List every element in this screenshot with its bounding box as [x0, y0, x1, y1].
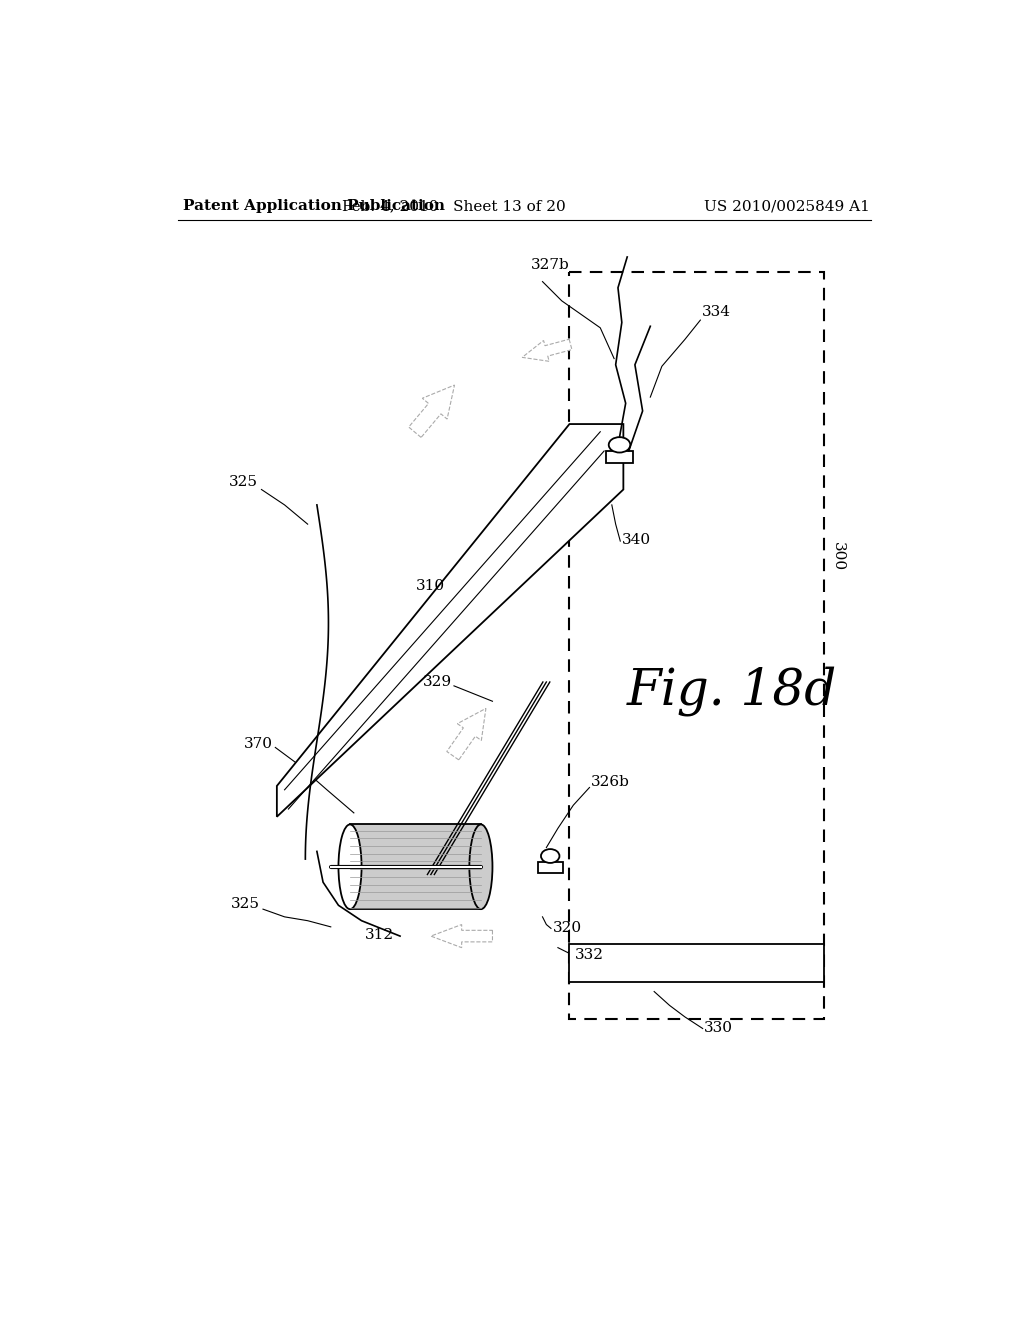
Text: 334: 334 — [701, 305, 731, 319]
Text: 312: 312 — [365, 928, 394, 941]
Text: 370: 370 — [244, 737, 273, 751]
Text: 330: 330 — [705, 1022, 733, 1035]
Polygon shape — [409, 385, 455, 437]
Bar — [350, 825, 481, 909]
Text: Feb. 4, 2010   Sheet 13 of 20: Feb. 4, 2010 Sheet 13 of 20 — [342, 199, 566, 213]
Polygon shape — [522, 339, 572, 362]
Polygon shape — [276, 424, 624, 817]
Text: US 2010/0025849 A1: US 2010/0025849 A1 — [703, 199, 869, 213]
Bar — [605, 451, 634, 463]
Text: 300: 300 — [830, 541, 845, 570]
Ellipse shape — [469, 825, 493, 909]
Polygon shape — [446, 709, 486, 760]
Bar — [569, 272, 823, 1019]
Text: 325: 325 — [231, 896, 260, 911]
Text: 310: 310 — [417, 578, 445, 593]
Bar — [538, 862, 562, 873]
Text: 329: 329 — [423, 675, 453, 689]
Ellipse shape — [608, 437, 631, 453]
Text: Patent Application Publication: Patent Application Publication — [183, 199, 444, 213]
Ellipse shape — [541, 849, 559, 863]
Ellipse shape — [339, 825, 361, 909]
Text: 325: 325 — [228, 475, 258, 488]
Text: 327b: 327b — [531, 259, 569, 272]
Text: Fig. 18d: Fig. 18d — [627, 665, 838, 715]
Text: 326b: 326b — [591, 775, 630, 789]
Text: 332: 332 — [574, 948, 604, 962]
Polygon shape — [431, 924, 493, 948]
Text: 320: 320 — [553, 921, 582, 936]
Bar — [569, 944, 823, 982]
Text: 340: 340 — [622, 532, 651, 546]
